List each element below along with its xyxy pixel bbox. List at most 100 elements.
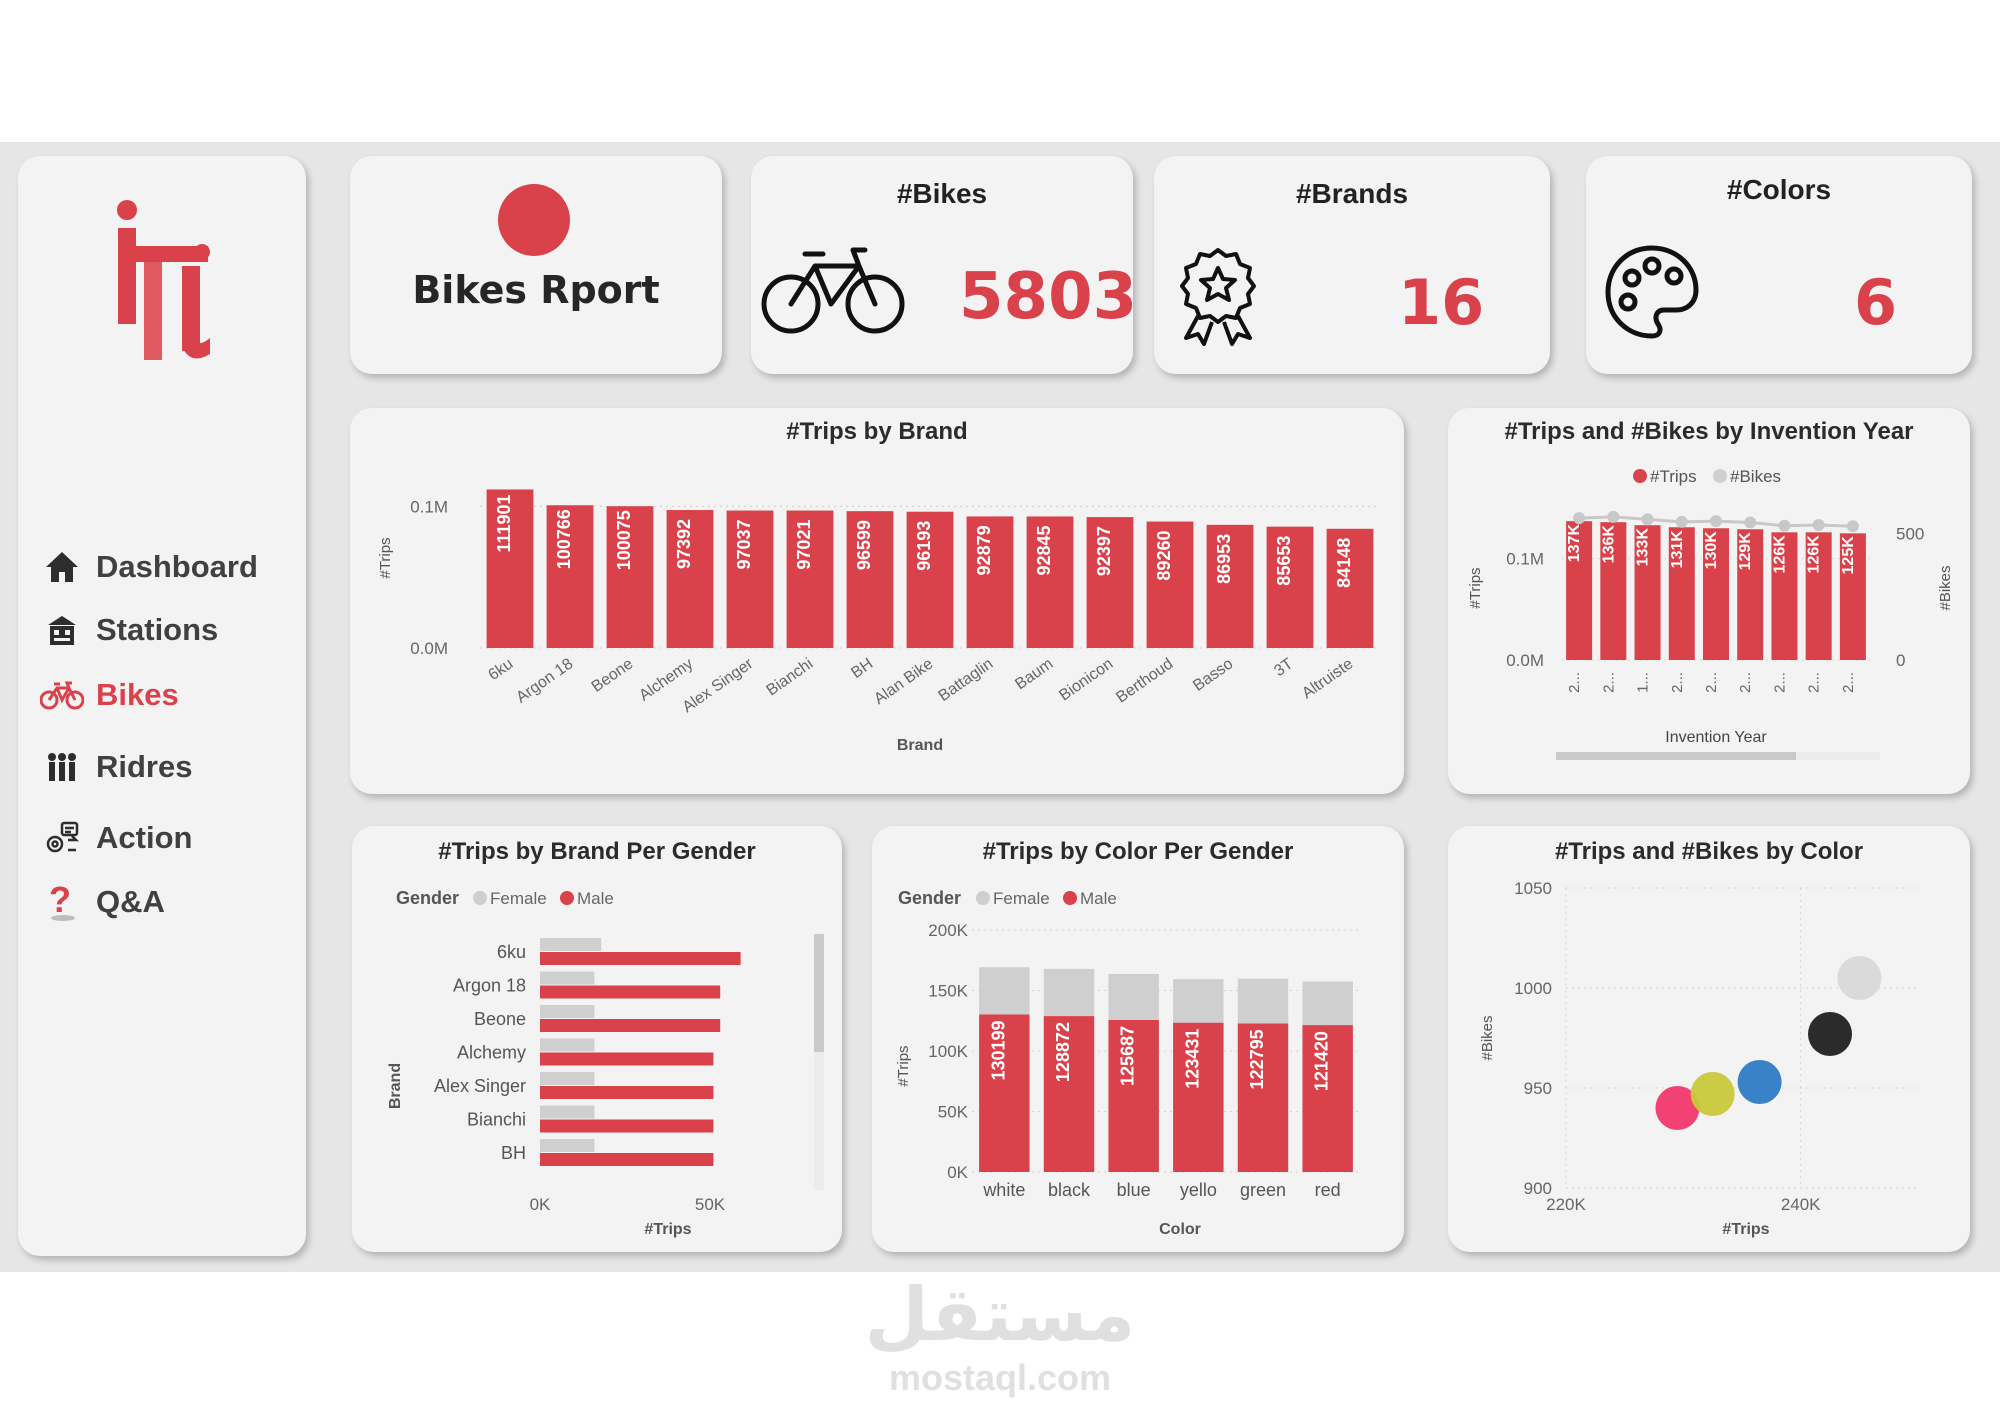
trips-by-brand-chart: 0.0M 0.1M #Trips 111901 6ku 100766 Argon 18 100… (377, 489, 1380, 754)
scrollbar-thumb (814, 934, 824, 1052)
bar-male (1302, 1025, 1353, 1172)
scrollbar-thumb (1556, 752, 1796, 760)
data-label: 128872 (1053, 1022, 1073, 1082)
bicycle-icon (761, 247, 905, 334)
bar-female (1302, 981, 1353, 1026)
kpi-title: #Bikes (896, 178, 988, 209)
bar (786, 510, 834, 648)
bar-female (540, 1005, 595, 1018)
trips-bikes-by-color-chart: 900 950 1000 1050 220K 240K #Bikes #Trips (1479, 879, 1918, 1238)
bike-icon (40, 676, 84, 714)
legend-label: #Trips (1650, 467, 1697, 486)
bar-female (540, 971, 595, 985)
y-tick-label: BH (501, 1143, 526, 1163)
bikes-point (1607, 510, 1620, 523)
y-axis-title: #Trips (1467, 567, 1484, 608)
chart-title: #Trips by Brand (786, 418, 968, 445)
x-tick-label: Bionicon (1056, 655, 1116, 704)
bar (1634, 525, 1661, 660)
x-tick-label: 0K (530, 1195, 551, 1214)
x-axis-title: Invention Year (1665, 729, 1767, 746)
data-label: 129K (1737, 532, 1754, 571)
bikes-point (1744, 516, 1757, 529)
y-tick-label: Alex Singer (434, 1076, 526, 1096)
station-icon (40, 611, 84, 649)
bar (1771, 532, 1798, 660)
bikes-point (1641, 513, 1654, 526)
x-tick-label: 2... (1737, 672, 1754, 693)
bar-female (540, 938, 602, 951)
y-tick-label: 0.1M (1506, 550, 1544, 569)
trips-by-color-gender-card: #Trips by Color Per Gender Gender Female M… (872, 826, 1404, 1252)
bar (1566, 521, 1593, 660)
x-tick-label: 2... (1806, 672, 1823, 693)
kpi-value: 5803 (959, 260, 1138, 334)
x-tick-label: Berthoud (1113, 655, 1176, 706)
nav-dashboard[interactable]: Dashboard (40, 548, 258, 586)
scrollbar-track (814, 934, 824, 1190)
y-tick-label: 50K (938, 1103, 969, 1122)
nav-label: Ridres (96, 749, 193, 784)
bar (1702, 528, 1730, 660)
bikes-point (1778, 519, 1791, 532)
x-tick-label: Basso (1190, 655, 1236, 694)
bar-male (1237, 1023, 1289, 1172)
bar (1668, 527, 1695, 660)
watermark-arabic: مستقل (864, 1272, 1136, 1358)
bar-male (540, 1052, 714, 1066)
data-label: 126K (1771, 535, 1788, 574)
x-tick-label: 1... (1635, 672, 1652, 693)
bikes-point (1846, 520, 1859, 533)
nav-label: Q&A (96, 884, 165, 919)
nav-action[interactable]: Action (40, 819, 192, 857)
x-tick-label: 2... (1840, 672, 1857, 693)
bikes-point (1675, 515, 1688, 528)
bar (846, 511, 894, 648)
data-label: 96193 (914, 521, 934, 571)
bar (726, 510, 774, 648)
bar-female (540, 1038, 595, 1052)
data-label: 97037 (734, 519, 754, 569)
data-label: 89260 (1154, 531, 1174, 581)
y2-axis-title: #Bikes (1937, 565, 1954, 610)
scatter-point (1808, 1012, 1852, 1056)
kpi-value: 6 (1854, 266, 1898, 339)
kpi-title: #Colors (1726, 174, 1832, 205)
sidebar: Dashboard Stations Bikes Ridres Action (18, 156, 306, 1256)
x-axis-title: #Trips (644, 1221, 691, 1238)
bar (1326, 528, 1374, 648)
nav-qa[interactable]: ? Q&A (40, 882, 165, 921)
data-label: 125K (1840, 536, 1857, 575)
dashboard-canvas: Dashboard Stations Bikes Ridres Action (0, 142, 2000, 1272)
home-icon (40, 548, 84, 586)
x-tick-label: red (1315, 1180, 1341, 1200)
nav-bikes[interactable]: Bikes (40, 676, 179, 714)
y-axis-title: #Trips (377, 537, 394, 578)
y-tick-label: 0.0M (410, 639, 448, 658)
y-tick-label: 950 (1524, 1079, 1552, 1098)
x-tick-label: Beone (589, 655, 637, 696)
watermark-latin: mostaql.com (888, 1357, 1112, 1398)
x-tick-label: 2... (1669, 672, 1686, 693)
report-title-card: Bikes Rport (350, 156, 722, 374)
data-label: 100766 (554, 509, 574, 569)
bar-female (1237, 978, 1289, 1024)
nav-riders[interactable]: Ridres (40, 748, 192, 786)
x-tick-label: 6ku (485, 655, 516, 684)
legend-title: Gender (898, 888, 961, 908)
data-label: 111901 (494, 494, 514, 552)
bar (546, 505, 594, 648)
data-label: 131K (1669, 530, 1686, 569)
data-label: 86953 (1214, 534, 1234, 584)
x-tick-label: 3T (1271, 655, 1296, 680)
trips-bikes-by-color-card: #Trips and #Bikes by Color 900 950 1000 105… (1448, 826, 1970, 1252)
trips-bikes-by-year-card: #Trips and #Bikes by Invention Year #Tri… (1448, 408, 1970, 794)
nav-stations[interactable]: Stations (40, 611, 218, 649)
data-label: 84148 (1334, 538, 1354, 588)
bar (1839, 533, 1866, 660)
legend-label: Male (577, 889, 614, 908)
x-tick-label: Battaglin (936, 655, 997, 705)
y-axis-title: #Bikes (1479, 1015, 1496, 1060)
x-tick-label: Bianchi (764, 655, 817, 699)
x-tick-label: 220K (1546, 1195, 1586, 1214)
